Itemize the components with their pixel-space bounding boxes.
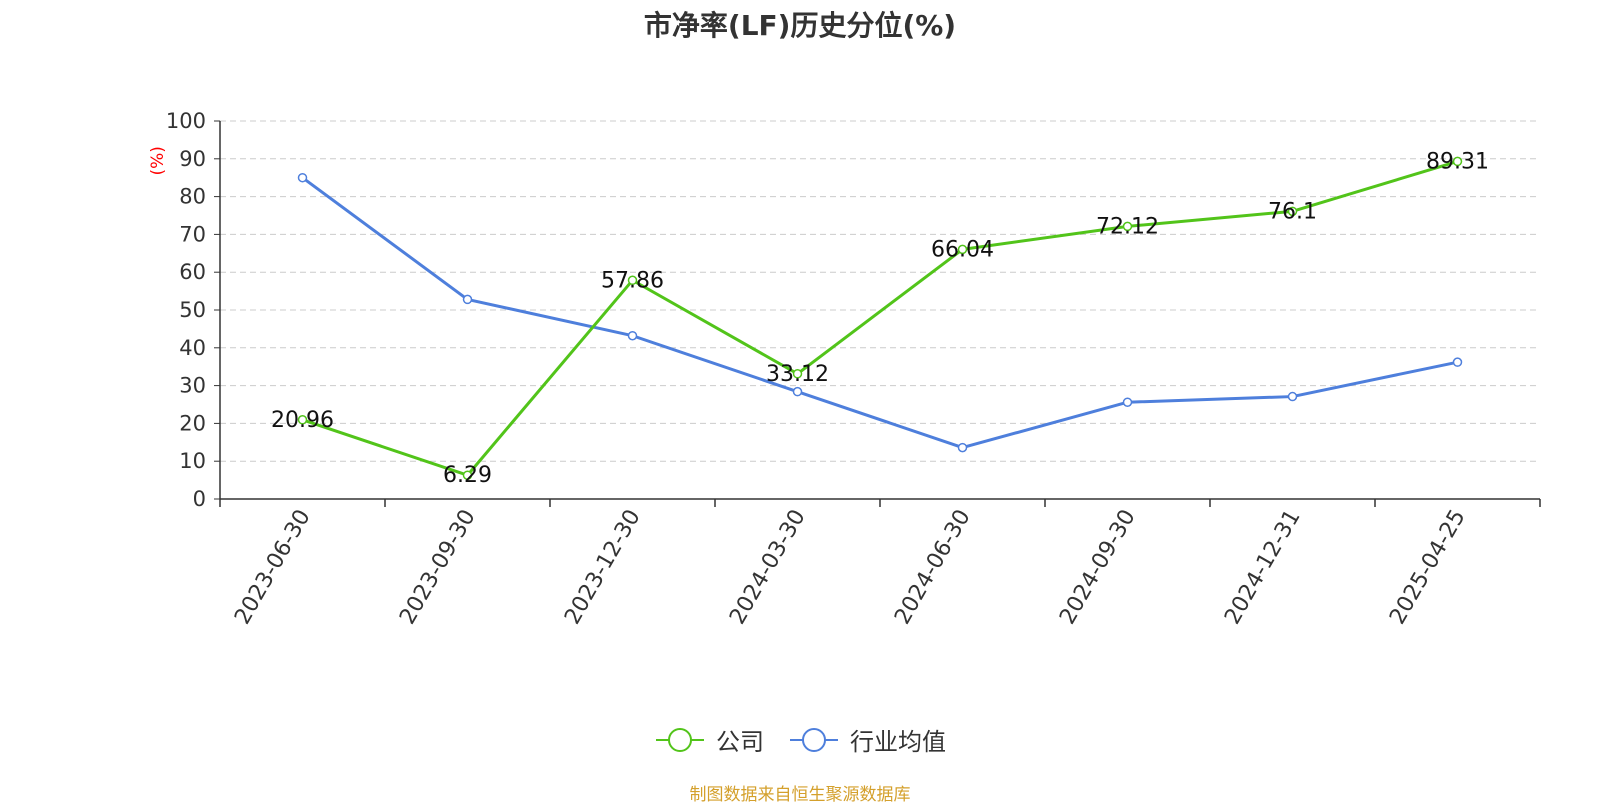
x-tick-label: 2024-06-30 bbox=[890, 506, 976, 629]
y-tick-label: 30 bbox=[179, 374, 206, 398]
x-tick-label: 2023-09-30 bbox=[395, 506, 481, 629]
legend-industry-marker-icon bbox=[790, 727, 838, 752]
x-tick-label: 2024-09-30 bbox=[1055, 506, 1141, 629]
legend-item-industry[interactable]: 行业均值 bbox=[788, 722, 946, 757]
y-tick-label: 70 bbox=[179, 222, 206, 246]
data-point bbox=[1452, 156, 1463, 167]
series-line bbox=[301, 176, 1458, 450]
y-tick-label: 90 bbox=[179, 147, 206, 171]
x-tick-label: 2024-12-31 bbox=[1220, 506, 1306, 629]
legend-industry-label: 行业均值 bbox=[850, 728, 946, 756]
data-point bbox=[297, 415, 308, 425]
x-tick-label: 2023-12-30 bbox=[560, 506, 646, 629]
y-axis-label: (%) bbox=[148, 146, 168, 175]
y-tick-label: 50 bbox=[179, 298, 206, 322]
y-tick-label: 60 bbox=[179, 260, 206, 284]
y-tick-label: 100 bbox=[166, 109, 206, 133]
source-note: 制图数据来自恒生聚源数据库 bbox=[689, 785, 911, 805]
data-label: 20.96 bbox=[271, 408, 334, 433]
data-point bbox=[297, 172, 308, 183]
data-label: 33.12 bbox=[766, 362, 829, 387]
data-label: 66.04 bbox=[931, 237, 994, 262]
data-label: 89.31 bbox=[1426, 149, 1489, 174]
x-tick-label: 2024-03-30 bbox=[725, 506, 811, 629]
y-tick-label: 80 bbox=[179, 185, 206, 209]
data-point bbox=[1287, 391, 1298, 402]
data-point bbox=[627, 275, 638, 286]
legend-item-company[interactable]: 公司 bbox=[654, 722, 764, 757]
legend-company-marker-icon bbox=[656, 727, 704, 752]
data-point bbox=[1452, 357, 1463, 367]
chart-title: 市净率(LF)历史分位(%) bbox=[643, 9, 957, 42]
y-tick-label: 10 bbox=[179, 449, 206, 473]
data-label: 76.1 bbox=[1268, 199, 1317, 224]
data-point bbox=[1122, 221, 1133, 232]
data-point bbox=[957, 442, 968, 453]
data-label: 72.12 bbox=[1096, 214, 1159, 239]
series-line bbox=[302, 159, 1458, 477]
data-point bbox=[462, 470, 473, 480]
data-label: 57.86 bbox=[601, 268, 664, 293]
y-tick-label: 0 bbox=[193, 487, 206, 511]
legend-company-label: 公司 bbox=[716, 728, 764, 756]
chart-legend: 公司 行业均值 bbox=[0, 722, 1600, 757]
y-tick-label: 20 bbox=[179, 411, 206, 435]
y-tick-label: 40 bbox=[179, 336, 206, 360]
data-point bbox=[1122, 397, 1133, 407]
data-point bbox=[462, 294, 473, 305]
data-point bbox=[627, 330, 638, 341]
x-tick-label: 2023-06-30 bbox=[230, 506, 316, 629]
data-point bbox=[1287, 206, 1298, 217]
x-tick-label: 2025-04-25 bbox=[1385, 506, 1471, 629]
data-point bbox=[792, 369, 803, 379]
data-point bbox=[957, 244, 968, 255]
data-label: 6.29 bbox=[443, 463, 492, 488]
data-point bbox=[792, 386, 803, 397]
